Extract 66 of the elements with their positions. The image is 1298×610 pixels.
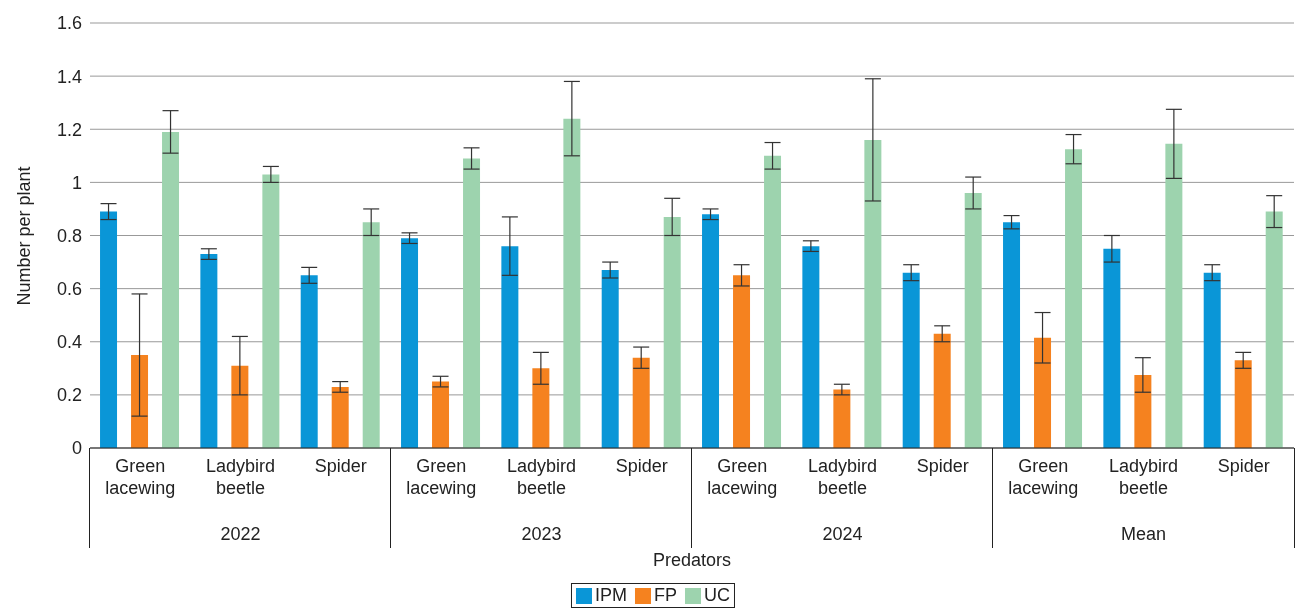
bar xyxy=(964,193,982,448)
bar xyxy=(200,254,218,448)
text: 2022 xyxy=(220,524,261,544)
y-axis-title: Number per plant xyxy=(14,166,35,306)
bar xyxy=(802,246,820,448)
bar xyxy=(1003,222,1021,448)
bar xyxy=(401,238,419,448)
bar xyxy=(833,389,851,448)
bar xyxy=(1103,248,1121,448)
y-tick-label: 1.2 xyxy=(56,119,82,140)
bar xyxy=(501,246,519,448)
text: 2024 xyxy=(822,524,863,544)
bar xyxy=(1165,143,1183,448)
bar xyxy=(601,270,619,448)
x-tick-label: Spider xyxy=(1217,456,1270,476)
bar xyxy=(1203,272,1221,448)
x-tick-label: Spider xyxy=(916,456,969,476)
legend-label: FP xyxy=(653,585,678,606)
bar xyxy=(331,386,349,448)
bar xyxy=(532,368,550,448)
y-tick-label: 0.2 xyxy=(56,385,82,406)
bar xyxy=(702,214,720,448)
x-tick-label: Green lacewing xyxy=(105,456,176,498)
legend-label: IPM xyxy=(594,585,627,606)
x-tick-label: Green lacewing xyxy=(707,456,778,498)
x-tick-label: Ladybird beetle xyxy=(1108,456,1179,498)
bar xyxy=(733,275,751,448)
bar xyxy=(902,272,920,448)
y-tick-label: 1.4 xyxy=(56,66,82,87)
bar xyxy=(1034,337,1052,448)
x-tick-label: Ladybird beetle xyxy=(807,456,878,498)
x-tick-label: Spider xyxy=(615,456,668,476)
y-tick-label: 0 xyxy=(71,438,82,459)
x-tick-label: Ladybird beetle xyxy=(506,456,577,498)
bar xyxy=(432,381,450,448)
x-tick-label: Spider xyxy=(314,456,367,476)
bar xyxy=(764,155,782,448)
x-tick-label: Green lacewing xyxy=(406,456,477,498)
bar xyxy=(162,131,180,448)
bar xyxy=(131,355,149,448)
bar xyxy=(262,174,280,448)
bar xyxy=(362,222,380,448)
bar xyxy=(1065,149,1083,448)
x-tick-label: Green lacewing xyxy=(1008,456,1079,498)
y-tick-label: 0.4 xyxy=(56,332,82,353)
bar xyxy=(1234,360,1252,448)
bar xyxy=(563,118,581,448)
x-tick-label: Ladybird beetle xyxy=(205,456,276,498)
text: 2023 xyxy=(521,524,562,544)
bar xyxy=(864,139,882,448)
y-tick-label: 0.6 xyxy=(56,279,82,300)
y-tick-label: 0.8 xyxy=(56,225,82,246)
text: Mean xyxy=(1120,524,1167,544)
x-axis-title: Predators xyxy=(652,550,732,570)
bar xyxy=(463,158,481,448)
bar xyxy=(100,211,118,448)
y-tick-label: 1.6 xyxy=(56,13,82,34)
bar xyxy=(300,275,318,448)
bar xyxy=(632,357,650,448)
bar xyxy=(663,216,681,448)
bar xyxy=(231,365,249,448)
bar xyxy=(933,333,951,448)
bar xyxy=(1265,211,1283,448)
y-tick-label: 1 xyxy=(71,172,82,193)
bar xyxy=(1134,374,1152,448)
legend-label: UC xyxy=(703,585,731,606)
